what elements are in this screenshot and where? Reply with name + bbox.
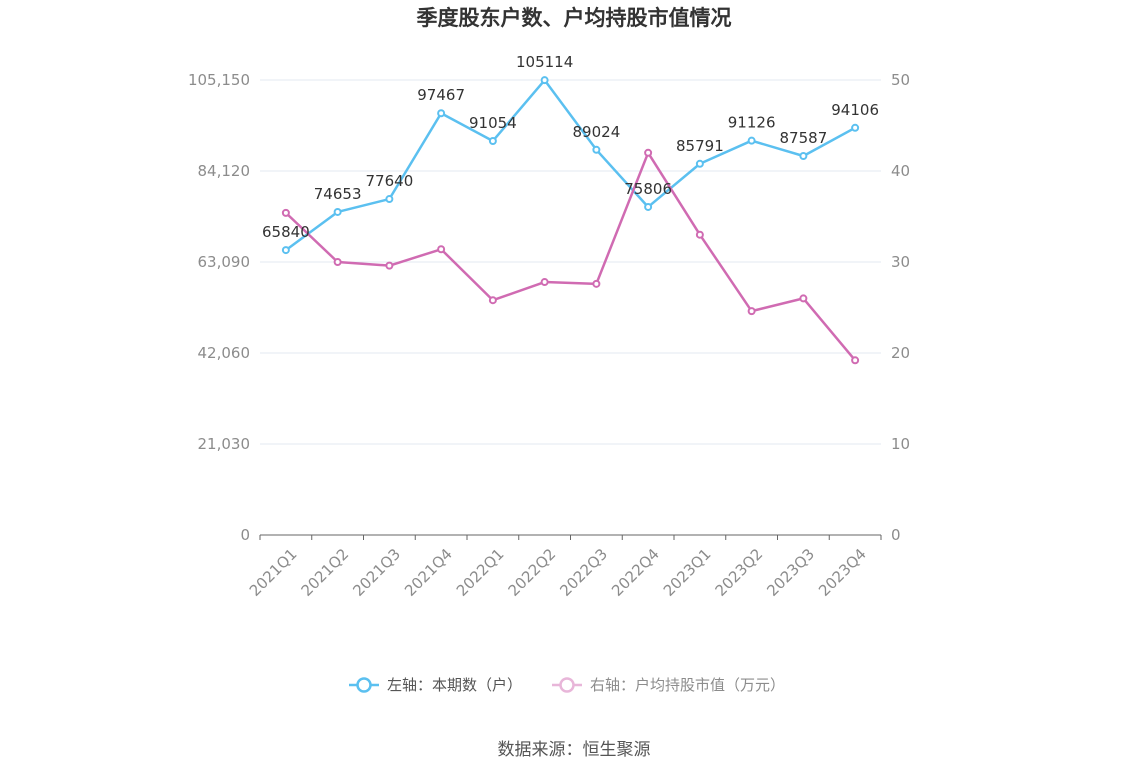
data-label: 85791: [676, 137, 724, 155]
series-line-avg-value: [285, 151, 857, 362]
axes: 0 0 21,030 10 42,060 20 63,090 30 84,120 40 105,15…: [188, 71, 910, 600]
data-label: 75806: [624, 180, 672, 198]
y-left-tick-label: 84,120: [198, 162, 251, 180]
legend-marker-households: [356, 677, 372, 693]
x-tick-label: 2021Q2: [298, 545, 353, 600]
y-left-tick-label: 63,090: [198, 253, 251, 271]
point-avg-value: [799, 294, 808, 303]
y-right-tick-label: 10: [891, 435, 910, 453]
y-right-tick-label: 20: [891, 344, 910, 362]
series: [281, 76, 860, 365]
y-right-tick-label: 0: [891, 526, 901, 544]
legend-label: 左轴：本期数（户）: [387, 676, 522, 694]
point-avg-value: [385, 261, 394, 270]
data-label: 65840: [262, 223, 310, 241]
point-households: [851, 123, 860, 132]
point-households: [747, 136, 756, 145]
data-label: 94106: [831, 101, 879, 119]
point-avg-value: [747, 307, 756, 316]
point-avg-value: [540, 278, 549, 287]
point-avg-value: [281, 208, 290, 217]
x-tick-label: 2022Q2: [505, 545, 560, 600]
point-households: [281, 246, 290, 255]
x-tick-label: 2021Q4: [401, 545, 456, 600]
data-label: 89024: [573, 123, 621, 141]
y-right-tick-label: 30: [891, 253, 910, 271]
point-households: [540, 76, 549, 85]
data-label: 74653: [314, 185, 362, 203]
chart-title: 季度股东户数、户均持股市值情况: [417, 6, 732, 30]
legend: 左轴：本期数（户） 右轴：户均持股市值（万元）: [349, 676, 785, 694]
point-households: [333, 207, 342, 216]
point-avg-value: [488, 296, 497, 305]
point-households: [799, 151, 808, 160]
data-label: 91126: [728, 114, 776, 132]
point-avg-value: [644, 148, 653, 157]
legend-marker-avg-value: [559, 677, 575, 693]
point-avg-value: [437, 245, 446, 254]
y-left-tick-label: 42,060: [198, 344, 251, 362]
y-left-tick-label: 21,030: [198, 435, 251, 453]
grid: [260, 79, 881, 445]
point-avg-value: [592, 279, 601, 288]
point-households: [592, 145, 601, 154]
point-households: [437, 109, 446, 118]
y-left-tick-label: 105,150: [188, 71, 250, 89]
data-label: 105114: [516, 53, 573, 71]
y-right-tick-label: 50: [891, 71, 910, 89]
legend-label: 右轴：户均持股市值（万元）: [590, 676, 785, 694]
x-tick-label: 2021Q3: [349, 545, 404, 600]
x-tick-label: 2022Q3: [556, 545, 611, 600]
point-avg-value: [695, 230, 704, 239]
x-tick-label: 2021Q1: [246, 545, 301, 600]
x-tick-label: 2022Q1: [453, 545, 508, 600]
series-line-households: [285, 78, 856, 252]
x-tick-label: 2023Q2: [712, 545, 767, 600]
point-households: [644, 202, 653, 211]
x-tick-label: 2023Q3: [763, 545, 818, 600]
data-label: 77640: [366, 172, 414, 190]
x-tick-label: 2023Q1: [660, 545, 715, 600]
data-label: 97467: [417, 86, 465, 104]
y-right-tick-label: 40: [891, 162, 910, 180]
point-avg-value: [333, 258, 342, 266]
point-households: [695, 159, 704, 168]
point-households: [488, 136, 497, 145]
x-tick-label: 2023Q4: [815, 545, 870, 600]
source-note: 数据来源：恒生聚源: [498, 740, 651, 760]
data-label: 91054: [469, 114, 517, 132]
x-tick-label: 2022Q4: [608, 545, 663, 600]
point-households: [385, 195, 394, 204]
y-left-tick-label: 0: [240, 526, 250, 544]
point-avg-value: [851, 356, 860, 365]
data-label: 87587: [780, 129, 828, 147]
